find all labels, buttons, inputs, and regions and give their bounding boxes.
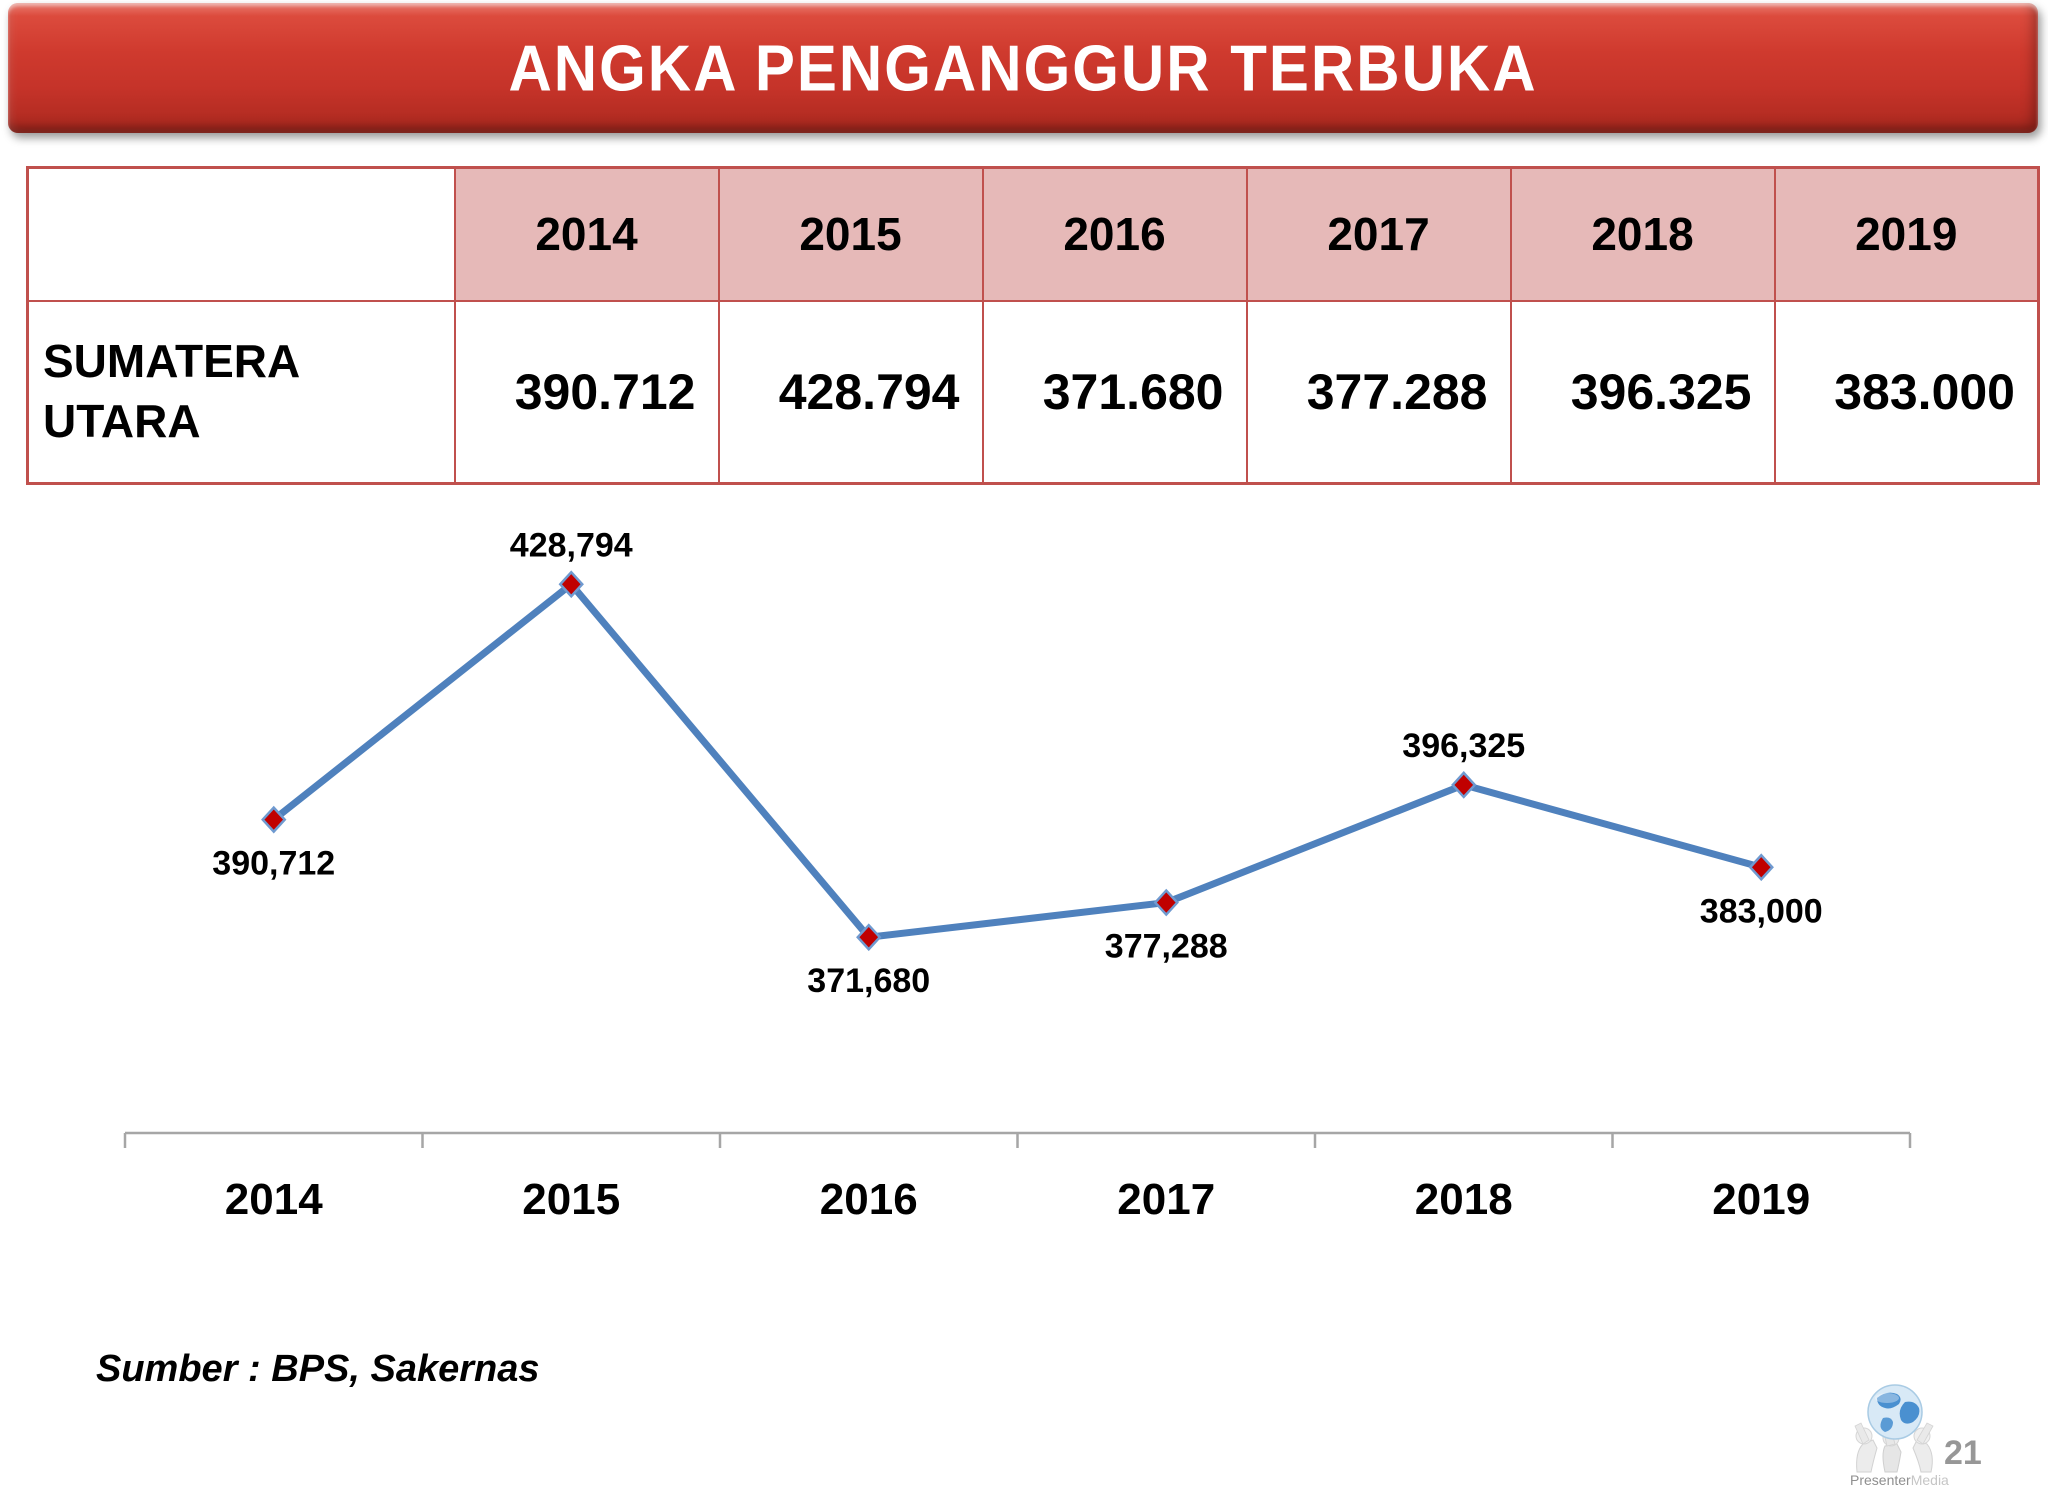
table-corner-cell	[26, 166, 456, 302]
year-header-2016: 2016	[981, 166, 1248, 302]
data-label-2016: 371,680	[807, 962, 930, 1000]
unemployment-table: 2014 2015 2016 2017 2018 2019 SUMATERA U…	[26, 166, 2040, 485]
globe-icon	[1867, 1384, 1923, 1440]
slide-title: ANGKA PENGANGGUR TERBUKA	[508, 31, 1538, 105]
x-axis-label-2014: 2014	[225, 1175, 323, 1224]
data-label-2014: 390,712	[212, 845, 335, 883]
value-cell-2017: 377.288	[1245, 299, 1512, 485]
data-label-2019: 383,000	[1700, 892, 1823, 930]
x-axis-label-2017: 2017	[1117, 1175, 1215, 1224]
watermark-caption: PresenterMedia	[1850, 1472, 1949, 1488]
data-label-2015: 428,794	[510, 526, 633, 564]
presenter-media-logo	[1854, 1384, 1934, 1473]
data-label-2017: 377,288	[1105, 928, 1228, 966]
table-data-row: SUMATERA UTARA 390.712 428.794 371.680 3…	[26, 299, 2040, 485]
data-point-marker-2017	[1153, 888, 1179, 917]
value-cell-2018: 396.325	[1509, 299, 1776, 485]
figures-icon	[1854, 1422, 1934, 1473]
year-header-2017: 2017	[1245, 166, 1512, 302]
watermark-part2: Media	[1910, 1472, 1949, 1488]
year-header-2014: 2014	[453, 166, 720, 302]
data-point-marker-2018	[1451, 771, 1477, 799]
year-header-2018: 2018	[1509, 166, 1776, 302]
x-axis-label-2015: 2015	[522, 1175, 620, 1224]
source-note: Sumber : BPS, Sakernas	[96, 1348, 540, 1390]
region-label-cell: SUMATERA UTARA	[26, 299, 456, 485]
value-cell-2019: 383.000	[1773, 299, 2040, 485]
value-cell-2015: 428.794	[717, 299, 984, 485]
data-point-marker-2015	[558, 570, 584, 599]
data-label-2018: 396,325	[1402, 727, 1525, 765]
page-number: 21	[1944, 1434, 1982, 1472]
data-point-marker-2014	[261, 805, 287, 834]
watermark-part1: Presenter	[1850, 1472, 1911, 1488]
region-line2: UTARA	[43, 394, 201, 447]
data-point-marker-2016	[856, 923, 882, 952]
x-axis-label-2018: 2018	[1415, 1175, 1513, 1224]
year-header-2015: 2015	[717, 166, 984, 302]
x-axis-label-2019: 2019	[1712, 1175, 1810, 1224]
year-header-2019: 2019	[1773, 166, 2040, 302]
region-line1: SUMATERA	[43, 334, 301, 387]
series-line	[270, 580, 1765, 941]
value-cell-2016: 371.680	[981, 299, 1248, 485]
value-cell-2014: 390.712	[453, 299, 720, 485]
table-header-row: 2014 2015 2016 2017 2018 2019	[26, 166, 2040, 302]
title-banner: ANGKA PENGANGGUR TERBUKA	[8, 3, 2038, 133]
x-axis-label-2016: 2016	[820, 1175, 918, 1224]
data-point-marker-2019	[1748, 853, 1774, 882]
